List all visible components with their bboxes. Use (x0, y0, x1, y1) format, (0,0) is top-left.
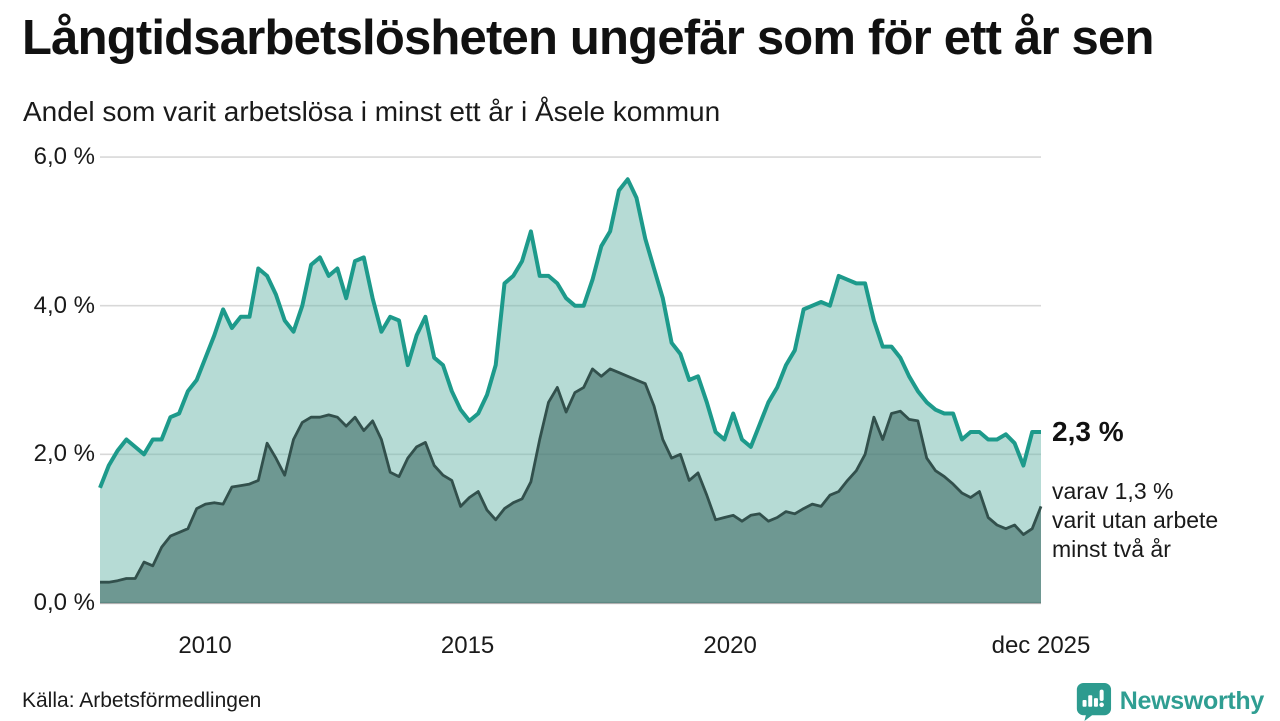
y-axis-tick-label: 2,0 % (33, 440, 95, 468)
source-caption: Källa: Arbetsförmedlingen (22, 689, 262, 712)
bar-icon (1087, 695, 1092, 707)
y-axis-tick-label: 6,0 % (33, 143, 95, 171)
latest-subvalue-label: varav 1,3 % varit utan arbete minst två … (1052, 478, 1219, 562)
y-axis-tick-label: 0,0 % (33, 589, 95, 616)
x-axis-tick-label: 2020 (703, 632, 757, 659)
x-axis-tick-label: 2015 (440, 632, 495, 659)
bar-icon (1082, 700, 1087, 707)
area-series-min-two-years-line (100, 367, 1043, 584)
bar-icon (1093, 698, 1098, 707)
brand-wordmark: Newsworthy (1119, 686, 1265, 715)
exclamation-dot-icon (1099, 702, 1104, 708)
exclamation-icon (1099, 689, 1104, 701)
x-axis-tick-label: 2010 (178, 632, 232, 659)
chart-series (98, 177, 1043, 604)
x-axis-tick-label: dec 2025 (991, 632, 1091, 659)
latest-value-label: 2,3 % (1052, 416, 1124, 447)
y-axis-tick-label: 4,0 % (33, 291, 95, 319)
area-series-min-one-year-line (98, 177, 1041, 489)
page-title: Långtidsarbetslösheten ungefär som för e… (22, 11, 1154, 65)
newsworthy-logo: Newsworthy (1074, 681, 1264, 721)
newsworthy-bubble-icon (1076, 682, 1111, 721)
chart-subtitle: Andel som varit arbetslösa i minst ett å… (23, 96, 721, 127)
area-series-min-two-years-fill (100, 368, 1041, 603)
